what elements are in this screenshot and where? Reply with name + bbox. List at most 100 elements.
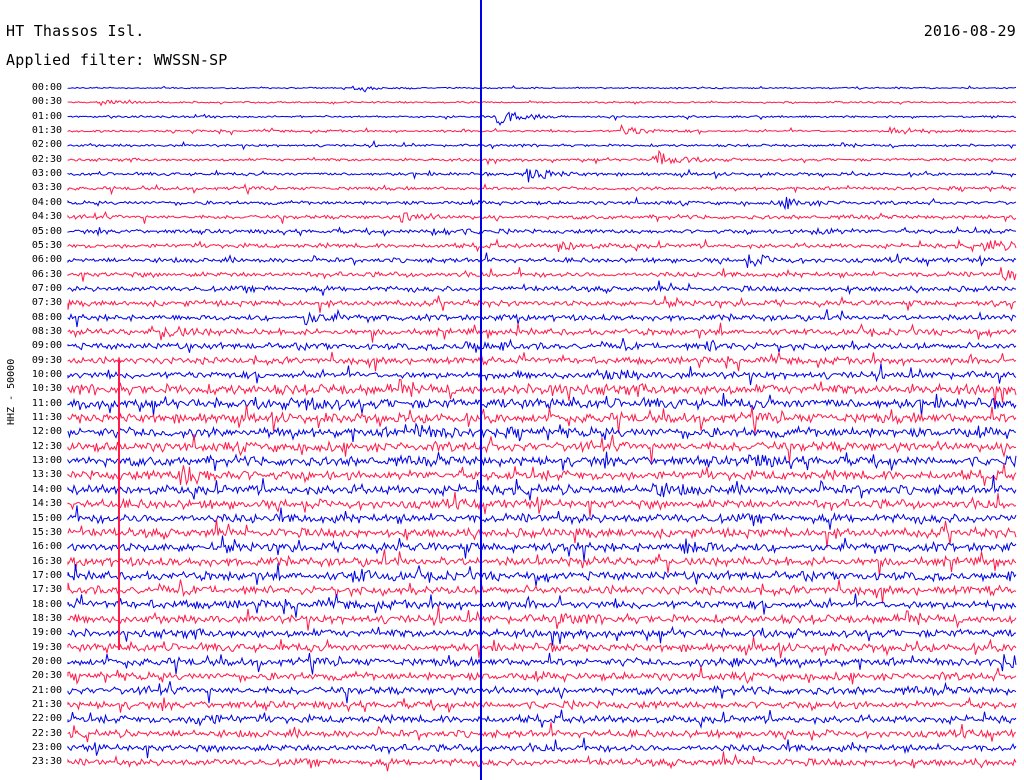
trace-row-1600 [67, 535, 1017, 562]
time-label: 08:30 [31, 325, 62, 337]
trace-row-1100 [67, 393, 1017, 417]
time-label: 03:30 [31, 182, 62, 194]
time-label: 19:30 [31, 641, 62, 653]
trace-row-2200 [67, 709, 1017, 730]
trace-row-2330 [67, 751, 1017, 772]
time-label: 23:00 [31, 742, 62, 754]
trace-row-0000 [67, 85, 1017, 93]
time-label: 12:30 [31, 440, 62, 452]
trace-row-1330 [67, 463, 1017, 486]
time-label: 00:00 [31, 82, 62, 93]
time-label: 21:30 [31, 699, 62, 711]
trace-row-1400 [67, 475, 1017, 501]
time-label: 00:30 [31, 96, 62, 108]
trace-row-1300 [67, 451, 1017, 471]
trace-row-0130 [67, 124, 1017, 136]
time-label: 11:30 [31, 412, 62, 424]
date-label: 2016-08-29 [923, 22, 1016, 40]
time-label: 15:00 [31, 512, 62, 524]
time-label: 18:00 [31, 598, 62, 610]
time-label: 09:30 [31, 354, 62, 366]
time-label: 06:00 [31, 254, 62, 266]
time-label: 17:30 [31, 584, 62, 596]
time-label: 15:30 [31, 526, 62, 538]
trace-row-0900 [67, 337, 1017, 353]
trace-row-1800 [67, 593, 1017, 618]
time-label: 11:00 [31, 397, 62, 409]
trace-row-0630 [67, 267, 1017, 282]
trace-row-0600 [67, 252, 1017, 268]
trace-row-2030 [67, 666, 1017, 685]
trace-row-1700 [67, 563, 1017, 587]
trace-row-0830 [67, 322, 1017, 343]
time-label: 01:00 [31, 110, 62, 122]
trace-row-0730 [67, 295, 1016, 313]
trace-row-0030 [67, 99, 1017, 107]
trace-row-1630 [67, 549, 1017, 577]
trace-row-1000 [67, 363, 1017, 386]
trace-row-2300 [67, 737, 1017, 759]
time-label: 14:30 [31, 498, 62, 510]
trace-row-2100 [67, 681, 1017, 704]
trace-row-1230 [67, 434, 1017, 463]
time-label: 10:30 [31, 383, 62, 395]
trace-row-1500 [67, 505, 1017, 530]
time-label: 18:30 [31, 612, 62, 624]
time-label: 22:00 [31, 713, 62, 725]
trace-row-2000 [67, 652, 1017, 675]
time-label: 04:30 [31, 211, 62, 223]
time-label: 10:00 [31, 369, 62, 380]
filter-label: Applied filter: WWSSN-SP [6, 51, 228, 69]
trace-row-1900 [67, 625, 1016, 646]
trace-row-0530 [67, 238, 1017, 253]
trace-row-0800 [67, 308, 1017, 328]
time-label: 17:00 [31, 569, 62, 581]
trace-row-1730 [67, 579, 1017, 604]
trace-row-1930 [67, 636, 1017, 659]
time-label: 02:30 [31, 153, 62, 165]
time-label: 04:00 [31, 196, 62, 208]
trace-row-0100 [67, 111, 1017, 126]
trace-row-0330 [67, 183, 1017, 196]
time-label: 05:00 [31, 225, 62, 237]
time-label: 21:00 [31, 684, 62, 696]
station-title: HT Thassos Isl. [6, 22, 145, 40]
time-label: 16:30 [31, 555, 62, 567]
trace-row-0930 [67, 351, 1017, 372]
time-label: 22:30 [31, 727, 62, 739]
trace-row-1530 [67, 518, 1017, 549]
trace-row-2230 [67, 722, 1017, 743]
trace-row-0700 [67, 280, 1017, 296]
time-label: 13:30 [31, 469, 62, 481]
time-label: 09:00 [31, 340, 62, 352]
time-label: 19:00 [31, 627, 62, 639]
time-label: 08:00 [31, 311, 62, 323]
time-label: 06:30 [31, 268, 62, 280]
trace-row-0300 [67, 168, 1017, 183]
trace-row-0230 [67, 149, 1017, 166]
trace-row-1830 [67, 605, 1017, 631]
time-label: 20:00 [31, 656, 62, 667]
trace-row-0200 [67, 139, 1017, 151]
time-label: 01:30 [31, 125, 62, 137]
trace-row-1130 [67, 404, 1017, 434]
time-label: 13:00 [31, 455, 62, 467]
time-label: 20:30 [31, 670, 62, 682]
time-label: 03:00 [31, 168, 62, 180]
time-label: 12:00 [31, 426, 62, 438]
trace-row-0400 [67, 196, 1017, 211]
time-label: 16:00 [31, 541, 62, 553]
time-label: 14:00 [31, 483, 62, 495]
trace-row-1200 [67, 422, 1017, 443]
trace-row-0430 [67, 210, 1017, 224]
trace-row-1030 [67, 378, 1017, 405]
time-label: 05:30 [31, 239, 62, 251]
time-label: 02:00 [31, 139, 62, 151]
time-label: 07:00 [31, 282, 62, 294]
time-label: 07:30 [31, 297, 62, 309]
trace-row-0500 [67, 225, 1017, 237]
trace-row-1430 [67, 491, 1017, 517]
time-label: 23:30 [31, 756, 62, 768]
trace-row-2130 [67, 696, 1017, 713]
